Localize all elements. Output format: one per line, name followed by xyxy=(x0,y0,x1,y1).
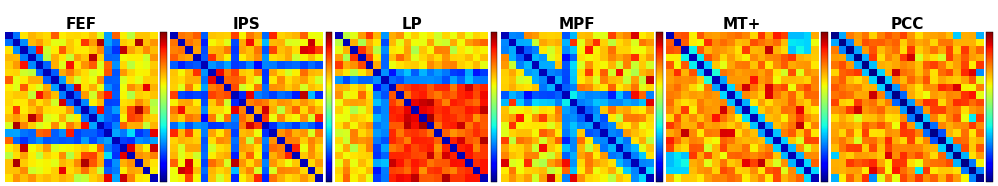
Title: PCC: PCC xyxy=(890,17,924,32)
Title: LP: LP xyxy=(401,17,422,32)
Title: MPF: MPF xyxy=(559,17,595,32)
Title: MT+: MT+ xyxy=(723,17,761,32)
Title: FEF: FEF xyxy=(66,17,97,32)
Title: IPS: IPS xyxy=(233,17,260,32)
